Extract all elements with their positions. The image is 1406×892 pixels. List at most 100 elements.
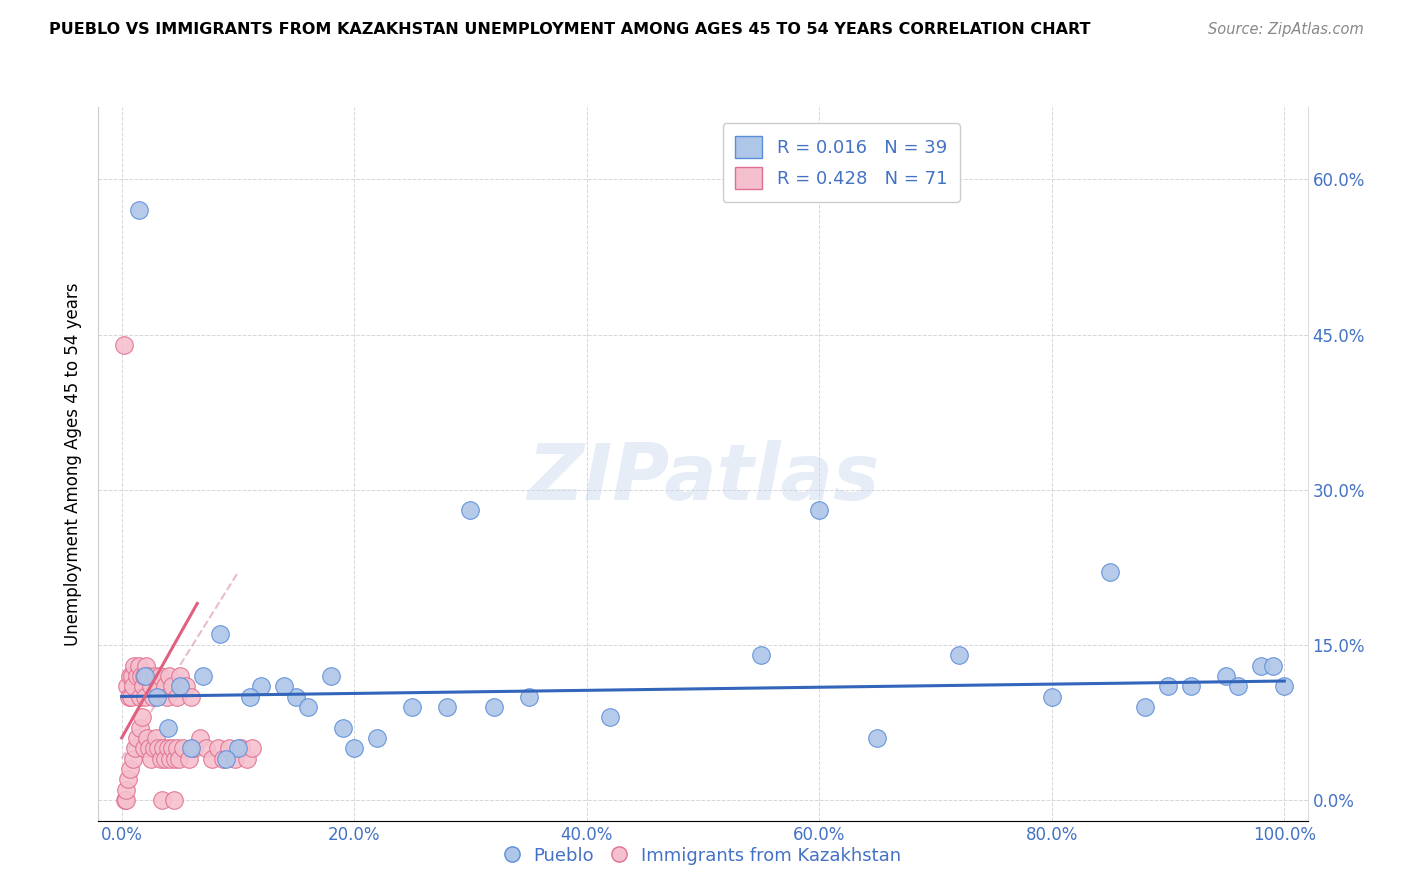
Point bbox=[162, 741, 184, 756]
Point bbox=[145, 669, 167, 683]
Point bbox=[131, 669, 153, 683]
Point bbox=[155, 751, 177, 765]
Point bbox=[229, 741, 252, 756]
Point bbox=[114, 793, 136, 807]
Point bbox=[183, 741, 205, 756]
Point bbox=[1250, 658, 1272, 673]
Point bbox=[131, 679, 153, 693]
Point bbox=[163, 751, 186, 765]
Point bbox=[273, 679, 295, 693]
Point bbox=[212, 751, 235, 765]
Point bbox=[124, 658, 146, 673]
Point bbox=[191, 669, 214, 683]
Point bbox=[401, 699, 423, 714]
Point bbox=[112, 338, 135, 352]
Point bbox=[139, 679, 162, 693]
Point bbox=[149, 751, 172, 765]
Point bbox=[138, 669, 160, 683]
Point bbox=[209, 627, 232, 641]
Point bbox=[163, 793, 186, 807]
Text: Source: ZipAtlas.com: Source: ZipAtlas.com bbox=[1208, 22, 1364, 37]
Point bbox=[134, 690, 156, 704]
Point bbox=[482, 699, 505, 714]
Point bbox=[142, 690, 165, 704]
Point bbox=[145, 731, 167, 745]
Point bbox=[148, 741, 170, 756]
Point bbox=[749, 648, 772, 662]
Point bbox=[235, 751, 257, 765]
Point bbox=[1215, 669, 1237, 683]
Point bbox=[157, 721, 180, 735]
Point bbox=[146, 679, 169, 693]
Point bbox=[1157, 679, 1180, 693]
Point bbox=[180, 690, 202, 704]
Point bbox=[218, 741, 240, 756]
Point bbox=[122, 679, 145, 693]
Point bbox=[156, 741, 179, 756]
Point bbox=[599, 710, 621, 724]
Point bbox=[159, 751, 181, 765]
Point bbox=[114, 782, 136, 797]
Point bbox=[135, 658, 157, 673]
Point bbox=[121, 751, 143, 765]
Point bbox=[215, 751, 238, 765]
Point bbox=[172, 741, 194, 756]
Point bbox=[128, 203, 150, 218]
Point bbox=[124, 741, 146, 756]
Point bbox=[142, 741, 165, 756]
Point bbox=[1261, 658, 1284, 673]
Point bbox=[1226, 679, 1249, 693]
Y-axis label: Unemployment Among Ages 45 to 54 years: Unemployment Among Ages 45 to 54 years bbox=[65, 282, 83, 646]
Point bbox=[169, 669, 191, 683]
Point bbox=[132, 669, 155, 683]
Point bbox=[1098, 566, 1121, 580]
Point bbox=[145, 690, 167, 704]
Point bbox=[129, 690, 152, 704]
Point bbox=[131, 710, 153, 724]
Point bbox=[808, 503, 831, 517]
Point bbox=[1272, 679, 1295, 693]
Point bbox=[127, 731, 149, 745]
Point bbox=[121, 669, 143, 683]
Point bbox=[226, 741, 249, 756]
Point bbox=[188, 731, 211, 745]
Point bbox=[134, 669, 156, 683]
Point bbox=[166, 741, 188, 756]
Point bbox=[150, 793, 173, 807]
Point bbox=[134, 741, 156, 756]
Point bbox=[517, 690, 540, 704]
Point bbox=[250, 679, 273, 693]
Point bbox=[207, 741, 229, 756]
Point bbox=[194, 741, 217, 756]
Point bbox=[224, 751, 246, 765]
Point bbox=[149, 669, 172, 683]
Point bbox=[239, 690, 262, 704]
Point bbox=[120, 690, 142, 704]
Point bbox=[138, 741, 160, 756]
Point bbox=[157, 669, 180, 683]
Point bbox=[319, 669, 342, 683]
Point bbox=[866, 731, 889, 745]
Point bbox=[1040, 690, 1063, 704]
Text: ZIPatlas: ZIPatlas bbox=[527, 440, 879, 516]
Point bbox=[141, 751, 163, 765]
Point bbox=[332, 721, 354, 735]
Point bbox=[166, 690, 188, 704]
Point bbox=[174, 679, 197, 693]
Point bbox=[948, 648, 970, 662]
Point bbox=[152, 741, 174, 756]
Point bbox=[153, 679, 176, 693]
Point bbox=[117, 772, 139, 787]
Point bbox=[177, 751, 200, 765]
Point bbox=[180, 741, 202, 756]
Point bbox=[169, 679, 191, 693]
Point bbox=[1133, 699, 1156, 714]
Point bbox=[118, 669, 141, 683]
Point bbox=[167, 751, 190, 765]
Point bbox=[117, 679, 139, 693]
Point bbox=[128, 721, 150, 735]
Point bbox=[242, 741, 264, 756]
Point bbox=[128, 658, 150, 673]
Point bbox=[297, 699, 319, 714]
Point bbox=[201, 751, 224, 765]
